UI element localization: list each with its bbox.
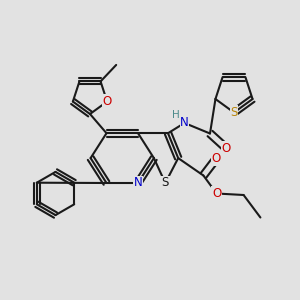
Text: S: S [162,176,169,190]
Text: O: O [212,152,220,166]
Text: O: O [222,142,231,155]
Text: H: H [172,110,180,121]
Text: N: N [180,116,189,130]
Text: S: S [230,106,238,119]
Text: N: N [134,176,142,190]
Text: O: O [103,95,112,108]
Text: O: O [212,187,221,200]
